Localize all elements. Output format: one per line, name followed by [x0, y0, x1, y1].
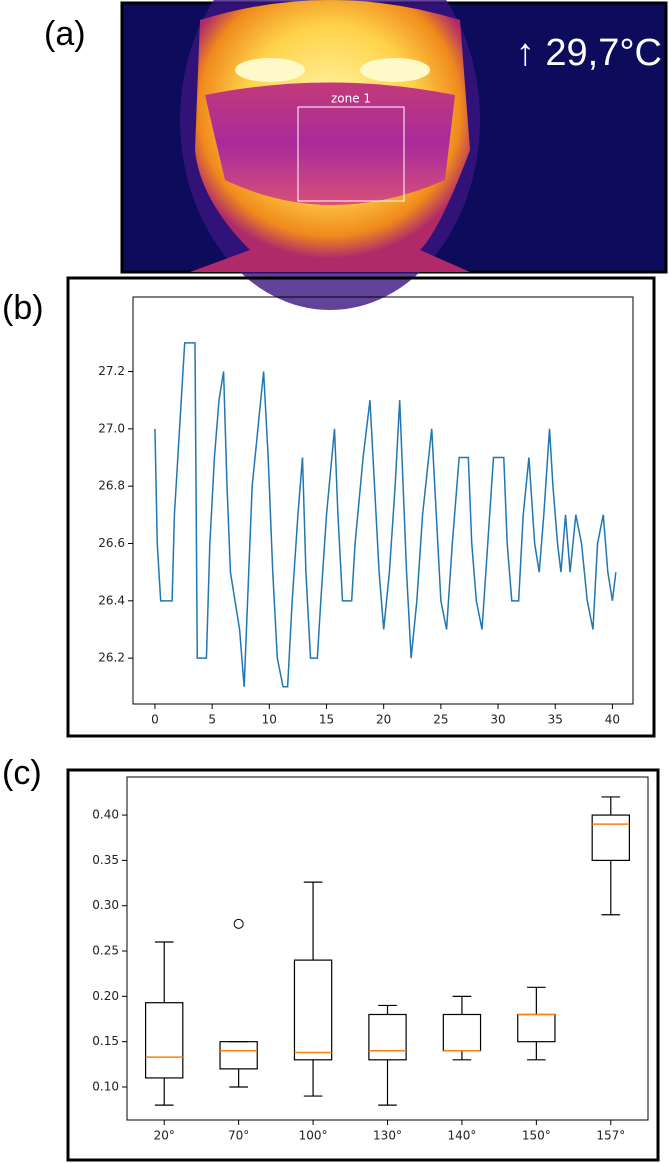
y-tick-label: 0.20: [92, 989, 119, 1003]
thermal-image: zone 1 ↑ 29,7°C: [120, 0, 668, 310]
box: [442, 1013, 482, 1052]
y-tick-label: 27.0: [98, 421, 125, 435]
y-tick-label: 26.2: [98, 651, 125, 665]
x-tick-label: 0: [151, 713, 159, 727]
x-tick-label: 15: [319, 713, 334, 727]
y-tick-label: 27.2: [98, 364, 125, 378]
x-tick-label: 10: [262, 713, 277, 727]
y-tick-label: 26.4: [98, 593, 125, 607]
panel-label: (c): [2, 754, 42, 792]
x-tick-label: 35: [548, 713, 563, 727]
x-tick-label: 70°: [228, 1129, 249, 1143]
y-tick-label: 0.10: [92, 1080, 119, 1094]
y-tick-label: 0.15: [92, 1034, 119, 1048]
y-tick-label: 26.6: [98, 536, 125, 550]
box: [368, 1013, 407, 1061]
x-tick-label: 150°: [522, 1129, 551, 1143]
box: [293, 959, 333, 1061]
x-tick-label: 130°: [373, 1129, 402, 1143]
x-tick-label: 20°: [154, 1129, 175, 1143]
box: [517, 1013, 556, 1043]
box: [145, 1002, 184, 1079]
box: [219, 1041, 258, 1070]
x-tick-label: 20: [376, 713, 391, 727]
y-tick-label: 0.30: [92, 898, 119, 912]
x-tick-label: 30: [490, 713, 505, 727]
y-tick-label: 26.8: [98, 479, 125, 493]
temperature-readout: ↑ 29,7°C: [516, 32, 662, 74]
x-tick-label: 157°: [596, 1129, 625, 1143]
x-tick-label: 100°: [299, 1129, 328, 1143]
x-tick-label: 140°: [447, 1129, 476, 1143]
panel-frame: [66, 768, 660, 1162]
y-tick-label: 0.25: [92, 944, 119, 958]
x-tick-label: 25: [433, 713, 448, 727]
outlier: [233, 918, 244, 929]
y-tick-label: 0.40: [92, 808, 119, 822]
x-tick-label: 40: [605, 713, 620, 727]
plot-area: [132, 296, 634, 705]
panel-label: (b): [2, 289, 44, 327]
zone-label: zone 1: [331, 92, 371, 106]
panel-label: (a): [44, 15, 86, 53]
y-tick-label: 0.35: [92, 853, 119, 867]
x-tick-label: 5: [208, 713, 216, 727]
panel-frame: [66, 276, 656, 738]
data-line: [154, 342, 617, 688]
box: [591, 814, 630, 861]
